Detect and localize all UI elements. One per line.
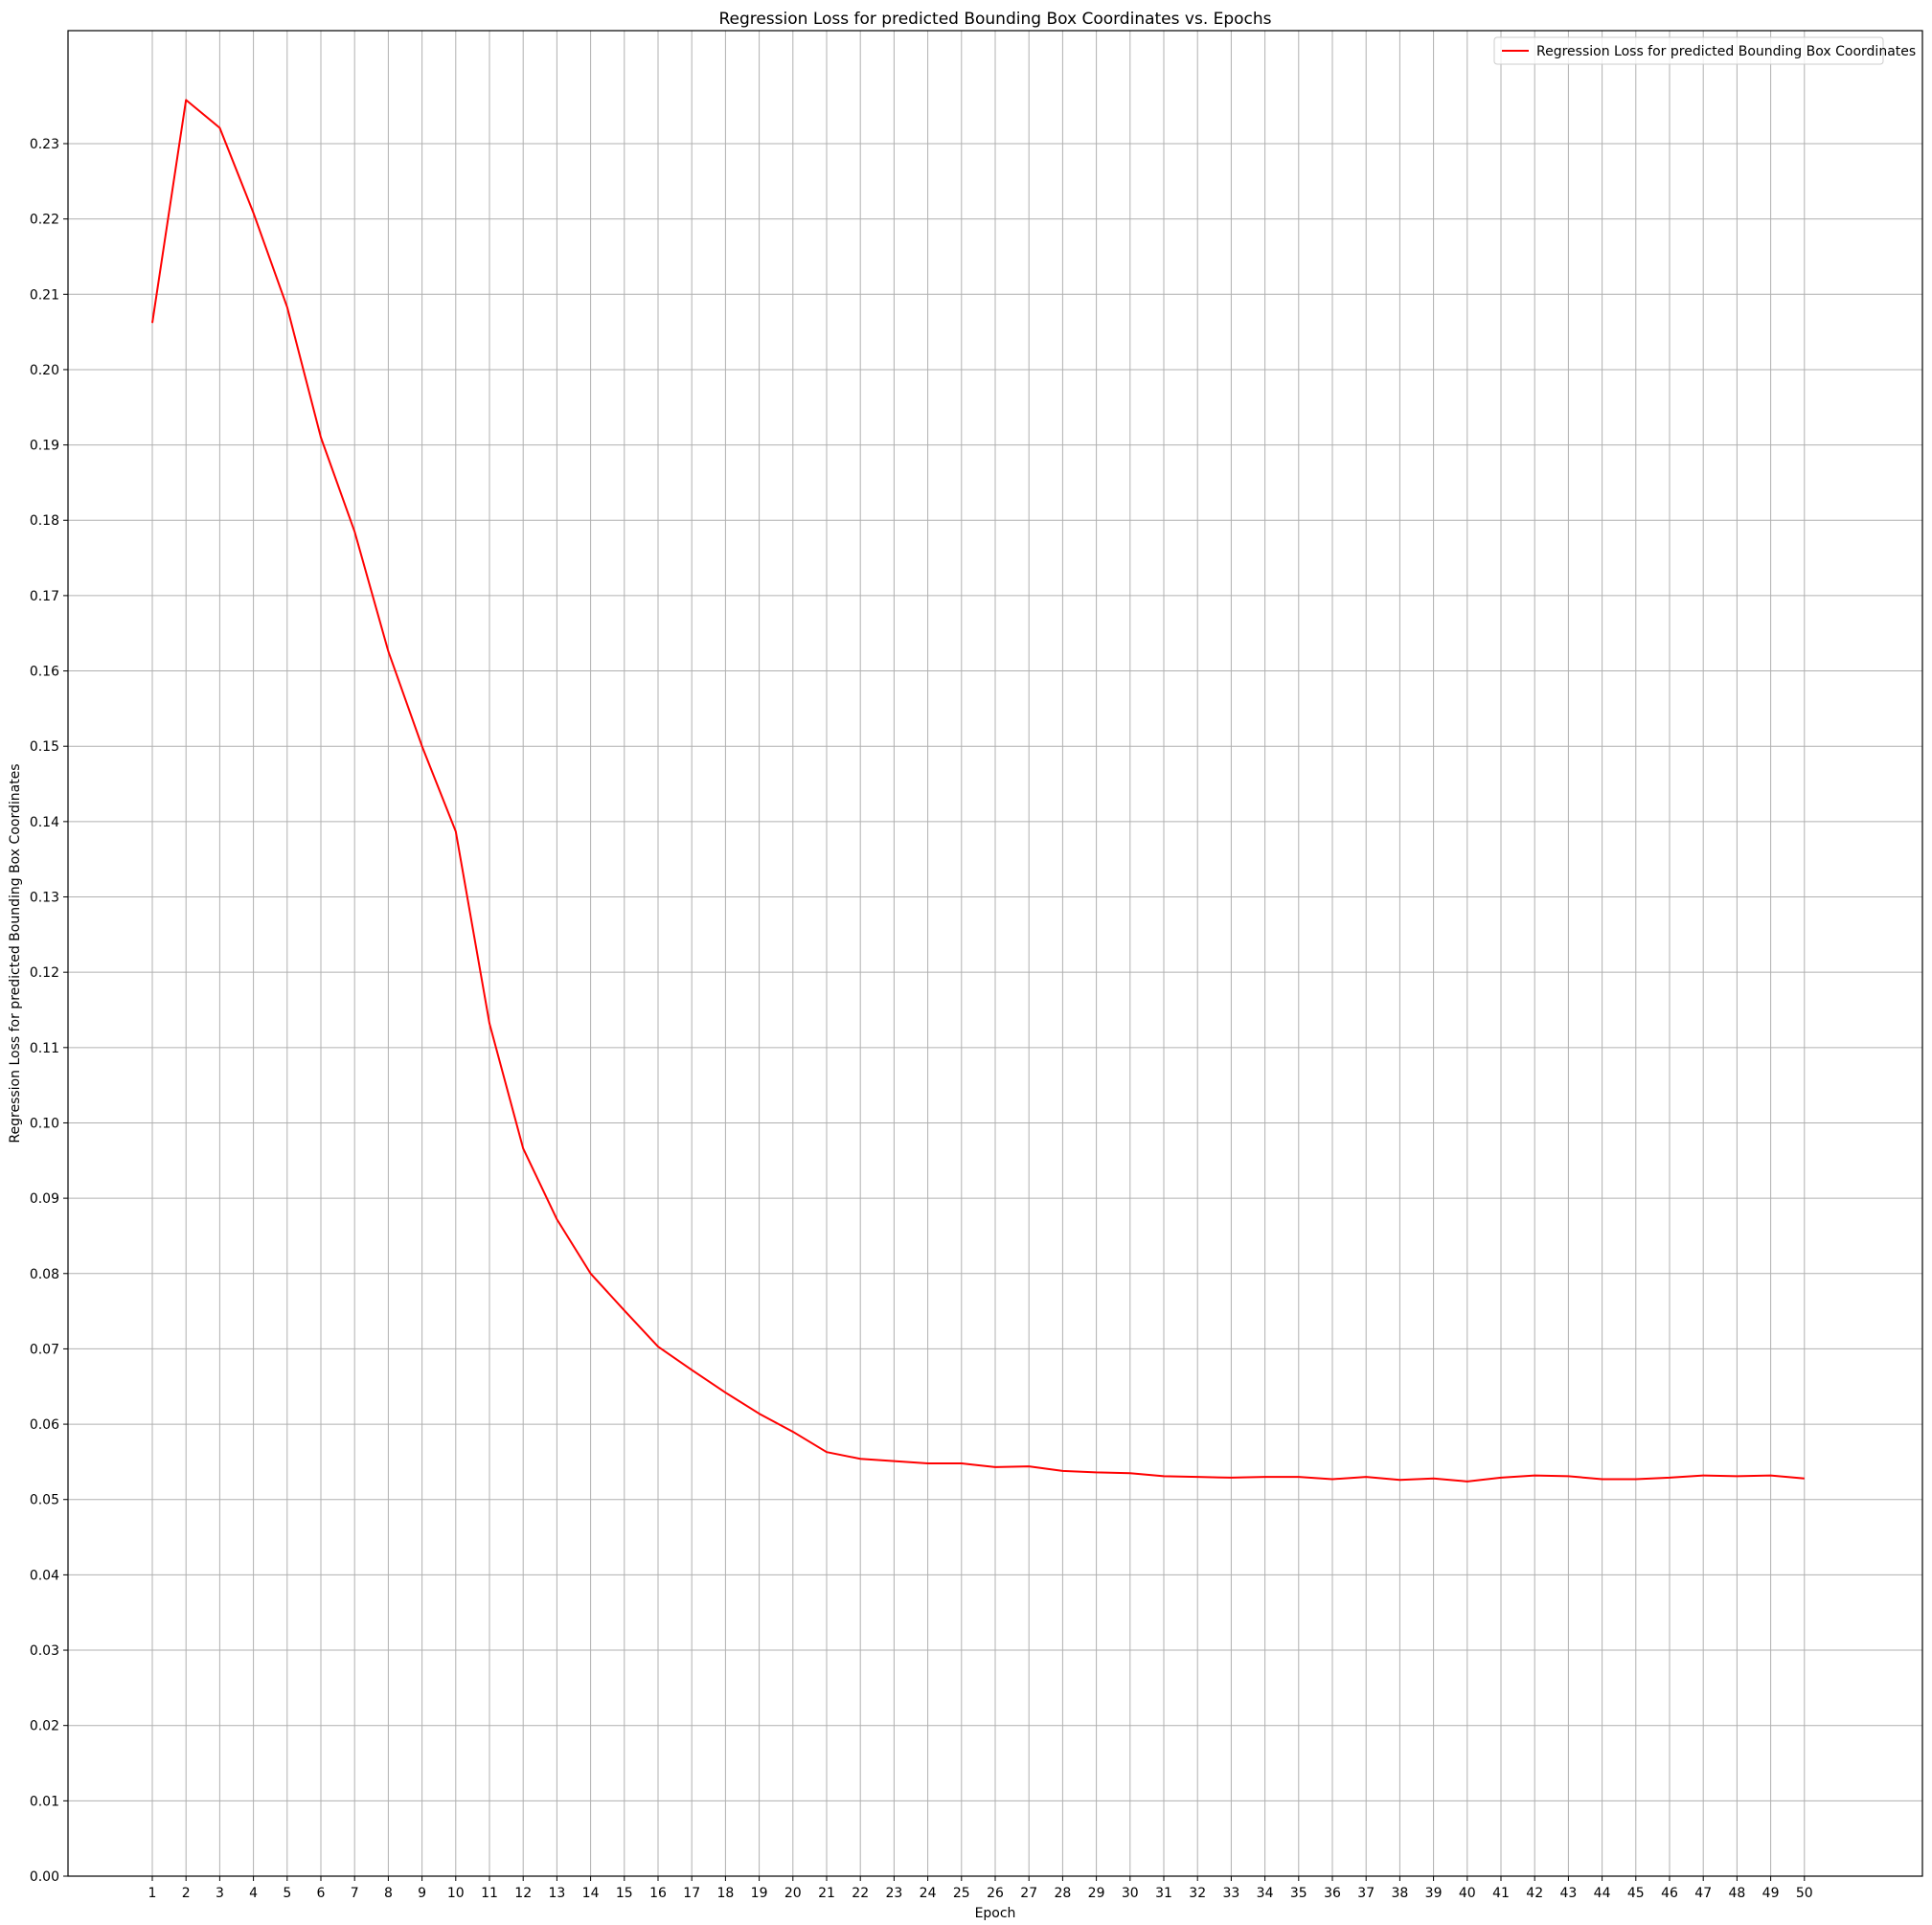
x-tick-label: 38 (1391, 1886, 1408, 1901)
x-tick-label: 39 (1425, 1886, 1443, 1901)
x-tick-label: 35 (1290, 1886, 1307, 1901)
x-tick-label: 31 (1155, 1886, 1172, 1901)
x-tick-label: 12 (514, 1886, 532, 1901)
x-tick-label: 27 (1020, 1886, 1037, 1901)
y-tick-label: 0.16 (30, 665, 59, 680)
x-tick-label: 40 (1459, 1886, 1476, 1901)
x-tick-label: 22 (852, 1886, 869, 1901)
x-tick-label: 24 (920, 1886, 937, 1901)
y-axis-label: Regression Loss for predicted Bounding B… (8, 763, 23, 1143)
x-tick-label: 45 (1627, 1886, 1645, 1901)
y-tick-label: 0.17 (30, 589, 59, 604)
x-tick-label: 49 (1762, 1886, 1780, 1901)
series-line (151, 99, 1805, 1483)
x-tick-label: 8 (384, 1886, 393, 1901)
legend-box (1493, 36, 1884, 65)
x-tick-label: 36 (1324, 1886, 1341, 1901)
x-tick-label: 6 (317, 1886, 326, 1901)
series-layer (151, 99, 1805, 1483)
y-tick-label: 0.23 (30, 137, 59, 152)
x-tick-label: 32 (1189, 1886, 1206, 1901)
x-tick-label: 7 (351, 1886, 359, 1901)
y-tick-label: 0.22 (30, 213, 59, 228)
x-tick-label: 46 (1661, 1886, 1678, 1901)
y-tick-label: 0.11 (30, 1041, 59, 1056)
x-tick-label: 10 (447, 1886, 465, 1901)
y-tick-label: 0.13 (30, 891, 59, 906)
y-tick-label: 0.02 (30, 1719, 59, 1734)
y-tick-label: 0.18 (30, 513, 59, 529)
legend: Regression Loss for predicted Bounding B… (1493, 36, 1916, 65)
x-tick-label: 14 (582, 1886, 600, 1901)
y-tick-label: 0.15 (30, 739, 59, 755)
x-tick-label: 26 (987, 1886, 1004, 1901)
legend-entry-label: Regression Loss for predicted Bounding B… (1536, 44, 1916, 59)
y-tick-label: 0.05 (30, 1493, 59, 1508)
x-tick-label: 11 (481, 1886, 498, 1901)
x-tick-label: 37 (1357, 1886, 1375, 1901)
x-tick-label: 33 (1222, 1886, 1239, 1901)
x-tick-label: 21 (818, 1886, 835, 1901)
y-tick-label: 0.10 (30, 1116, 59, 1131)
x-tick-label: 43 (1559, 1886, 1577, 1901)
y-tick-label: 0.08 (30, 1267, 59, 1282)
x-tick-label: 16 (649, 1886, 667, 1901)
y-tick-label: 0.12 (30, 965, 59, 981)
x-tick-label: 42 (1526, 1886, 1543, 1901)
x-tick-label: 34 (1257, 1886, 1274, 1901)
x-tick-label: 5 (283, 1886, 291, 1901)
x-tick-label: 44 (1594, 1886, 1611, 1901)
grid (68, 31, 1922, 1877)
x-tick-label: 1 (148, 1886, 157, 1901)
x-tick-label: 15 (616, 1886, 633, 1901)
x-tick-label: 41 (1492, 1886, 1510, 1901)
x-tick-label: 2 (182, 1886, 191, 1901)
y-tick-label: 0.14 (30, 815, 59, 830)
y-tick-label: 0.04 (30, 1568, 59, 1583)
x-tick-label: 17 (683, 1886, 700, 1901)
y-tick-label: 0.20 (30, 363, 59, 378)
y-tick-label: 0.07 (30, 1342, 59, 1357)
x-axis-ticks: 1 2 3 4 5 6 7 8 9 10 11 12 13 14 15 16 17 18 19 20 21 22 23 24 2… (148, 1876, 1813, 1901)
y-tick-label: 0.09 (30, 1191, 59, 1207)
y-tick-label: 0.03 (30, 1643, 59, 1659)
y-tick-label: 0.21 (30, 287, 59, 303)
x-tick-label: 30 (1122, 1886, 1139, 1901)
y-axis-ticks: 0.00 0.01 0.02 0.03 0.04 0.05 0.06 0.07 0.08 0.09… (30, 137, 68, 1885)
x-tick-label: 48 (1728, 1886, 1745, 1901)
chart-title: Regression Loss for predicted Bounding B… (718, 10, 1271, 29)
x-tick-label: 25 (953, 1886, 970, 1901)
x-tick-label: 28 (1054, 1886, 1071, 1901)
x-tick-label: 19 (751, 1886, 768, 1901)
x-tick-label: 47 (1694, 1886, 1712, 1901)
y-tick-label: 0.00 (30, 1869, 59, 1885)
x-tick-label: 50 (1796, 1886, 1813, 1901)
y-tick-label: 0.19 (30, 439, 59, 454)
x-tick-label: 23 (885, 1886, 902, 1901)
x-tick-label: 3 (216, 1886, 224, 1901)
x-tick-label: 20 (784, 1886, 802, 1901)
x-axis-label: Epoch (975, 1906, 1016, 1921)
x-tick-label: 9 (418, 1886, 426, 1901)
y-tick-label: 0.06 (30, 1417, 59, 1433)
x-tick-label: 18 (716, 1886, 734, 1901)
x-tick-label: 13 (548, 1886, 565, 1901)
y-tick-label: 0.01 (30, 1794, 59, 1809)
x-tick-label: 29 (1088, 1886, 1105, 1901)
x-tick-label: 4 (249, 1886, 258, 1901)
